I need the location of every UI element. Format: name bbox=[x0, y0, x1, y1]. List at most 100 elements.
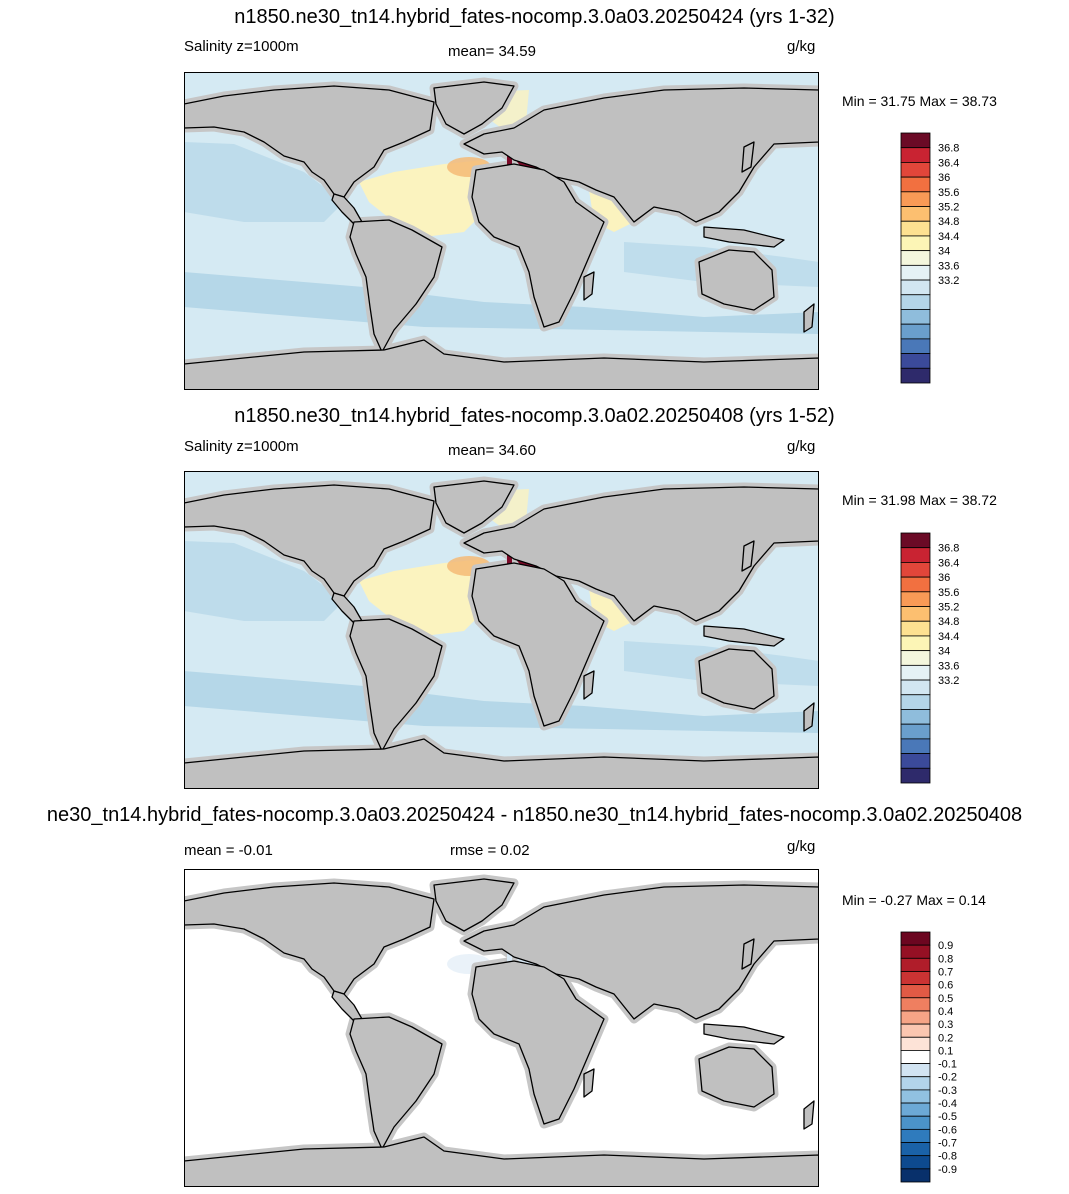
colorbar-swatch bbox=[900, 250, 931, 266]
units-label: g/kg bbox=[787, 838, 816, 855]
colorbar-swatch bbox=[900, 323, 931, 340]
colorbar-swatch bbox=[900, 723, 931, 740]
colorbar-swatch bbox=[900, 664, 931, 681]
colorbar-label: 33.6 bbox=[938, 660, 959, 672]
colorbar-swatch bbox=[900, 738, 931, 754]
colorbar-swatch bbox=[900, 606, 931, 622]
colorbar-swatch bbox=[900, 591, 931, 607]
land-madagascar bbox=[583, 271, 595, 301]
colorbar-canvas: 0.90.80.70.60.50.40.30.20.1-0.1-0.2-0.3-… bbox=[900, 931, 957, 1183]
colorbar-label: 36 bbox=[938, 172, 950, 184]
panel-title: n1850.ne30_tn14.hybrid_fates-nocomp.3.0a… bbox=[234, 405, 835, 427]
colorbar-swatch bbox=[900, 1076, 931, 1091]
land-antarctica bbox=[184, 738, 819, 789]
colorbar-label: -0.7 bbox=[938, 1138, 957, 1150]
colorbar-swatch bbox=[900, 1142, 931, 1157]
panel-title: ne30_tn14.hybrid_fates-nocomp.3.0a03.202… bbox=[46, 804, 1023, 826]
min-max-label: Min = 31.98 Max = 38.72 bbox=[842, 492, 997, 508]
north-pacific-band bbox=[184, 142, 344, 222]
north-pacific-band bbox=[184, 939, 344, 1019]
min-max-label: Min = 31.75 Max = 38.73 bbox=[842, 93, 997, 109]
colorbar-label: 36.4 bbox=[938, 157, 959, 169]
colorbar-swatch bbox=[900, 971, 931, 986]
colorbar-swatch bbox=[900, 562, 931, 578]
colorbar-swatch bbox=[900, 694, 931, 710]
map-frame bbox=[184, 471, 819, 789]
map-canvas bbox=[184, 72, 819, 390]
colorbar-swatch bbox=[900, 353, 931, 369]
colorbar-swatch bbox=[900, 547, 931, 563]
colorbar-swatch bbox=[900, 309, 931, 325]
colorbar-swatch bbox=[900, 191, 931, 207]
land-north-america bbox=[184, 85, 435, 198]
colorbar-label: 34.8 bbox=[938, 616, 959, 628]
colorbar-label: 0.6 bbox=[938, 980, 953, 992]
colorbar-swatch bbox=[900, 338, 931, 354]
colorbar-label: -0.2 bbox=[938, 1072, 957, 1084]
colorbar-swatch bbox=[900, 620, 931, 637]
land-australia bbox=[698, 249, 775, 311]
land-japan bbox=[741, 938, 755, 970]
mediterranean-peak bbox=[507, 953, 512, 963]
land-new-zealand bbox=[803, 1100, 815, 1130]
land-new-zealand bbox=[803, 702, 815, 732]
land-japan bbox=[741, 141, 755, 173]
colorbar-swatch bbox=[900, 532, 931, 549]
colorbar-swatch bbox=[900, 1155, 931, 1170]
land-indonesia bbox=[703, 226, 785, 248]
colorbar-label: 33.2 bbox=[938, 275, 959, 287]
salinity-map bbox=[184, 72, 819, 390]
colorbar-swatch bbox=[900, 957, 931, 972]
colorbar-label: 0.5 bbox=[938, 993, 953, 1005]
mean-label: mean= 34.59 bbox=[448, 43, 536, 60]
colorbar-swatch bbox=[900, 132, 931, 149]
colorbar-label: 36 bbox=[938, 572, 950, 584]
colorbar-label: 36.8 bbox=[938, 543, 959, 555]
colorbar-swatch bbox=[900, 944, 931, 959]
colorbar-label: -0.6 bbox=[938, 1124, 957, 1136]
panel-title: n1850.ne30_tn14.hybrid_fates-nocomp.3.0a… bbox=[234, 6, 835, 28]
mean-label: mean = -0.01 bbox=[184, 842, 273, 859]
colorbar: 36.8 36.4 36 35.6 35.2 34.8 34.4 34 33.6 33.2 bbox=[900, 532, 960, 784]
colorbar-label: 0.3 bbox=[938, 1019, 953, 1031]
map-frame bbox=[184, 869, 819, 1187]
land-north-america bbox=[184, 882, 435, 995]
colorbar-swatch bbox=[900, 650, 931, 666]
land-south-america bbox=[349, 219, 443, 353]
colorbar-label: 35.2 bbox=[938, 602, 959, 614]
colorbar-canvas: 36.8 36.4 36 35.6 35.2 34.8 34.4 34 33.6 33.2 bbox=[900, 532, 959, 784]
colorbar-swatch bbox=[900, 220, 931, 237]
colorbar-label: 0.8 bbox=[938, 953, 953, 965]
difference-map bbox=[184, 869, 819, 1187]
colorbar-swatch bbox=[900, 206, 931, 222]
colorbar-swatch bbox=[900, 1168, 931, 1183]
mediterranean-peak bbox=[507, 555, 512, 565]
land-africa bbox=[471, 163, 605, 328]
min-max-label: Min = -0.27 Max = 0.14 bbox=[842, 892, 986, 908]
colorbar-swatch bbox=[900, 635, 931, 652]
colorbar-label: 34.8 bbox=[938, 216, 959, 228]
colorbar-swatch bbox=[900, 767, 931, 784]
colorbar-swatch bbox=[900, 147, 931, 163]
variable-label: Salinity z=1000m bbox=[184, 38, 299, 55]
colorbar-label: -0.4 bbox=[938, 1098, 957, 1110]
land-south-america bbox=[349, 618, 443, 752]
colorbar-label: 0.4 bbox=[938, 1006, 953, 1018]
colorbar-swatch bbox=[900, 1050, 931, 1064]
land-antarctica bbox=[184, 1136, 819, 1187]
land-madagascar bbox=[583, 1068, 595, 1098]
colorbar-swatch bbox=[900, 679, 931, 696]
colorbar-swatch bbox=[900, 279, 931, 296]
colorbar-swatch bbox=[900, 709, 931, 725]
colorbar: 36.8 36.4 36 35.6 35.2 34.8 34.4 34 33.6 33.2 bbox=[900, 132, 960, 384]
colorbar-label: -0.1 bbox=[938, 1059, 957, 1071]
north-pacific-band bbox=[184, 541, 344, 621]
colorbar-swatch bbox=[900, 1010, 931, 1025]
land-antarctica bbox=[184, 339, 819, 390]
colorbar-label: 34 bbox=[938, 246, 950, 258]
colorbar-swatch bbox=[900, 576, 931, 593]
colorbar-canvas: 36.8 36.4 36 35.6 35.2 34.8 34.4 34 33.6 33.2 bbox=[900, 132, 959, 384]
southern-ocean-band bbox=[184, 671, 819, 733]
colorbar-label: 0.9 bbox=[938, 940, 953, 952]
salinity-map bbox=[184, 471, 819, 789]
